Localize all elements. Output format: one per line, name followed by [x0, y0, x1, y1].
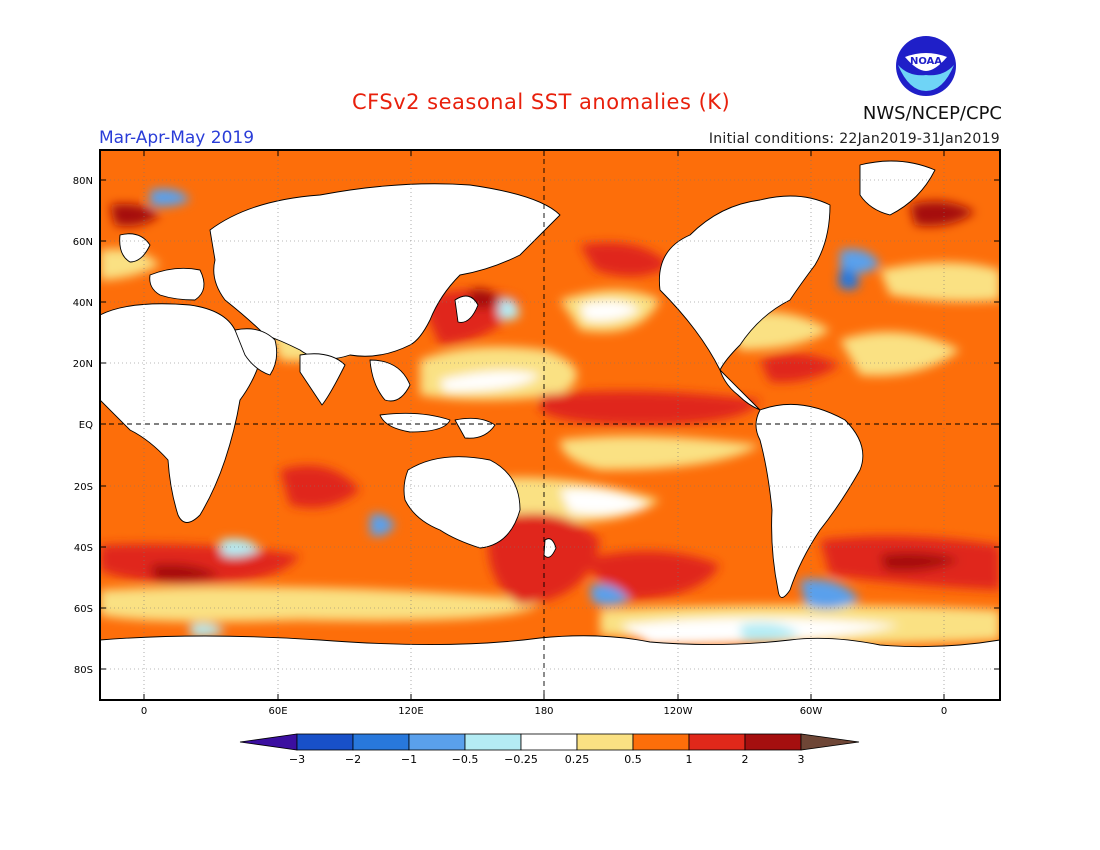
longitude-tick-label: 60E [268, 706, 287, 717]
colorbar-segment [576, 733, 634, 751]
colorbar-segment [800, 733, 860, 751]
colorbar-label: 1 [686, 753, 693, 766]
colorbar-label: 0.25 [565, 753, 590, 766]
colorbar-segment [239, 733, 298, 751]
noaa-logo-text: NOAA [910, 56, 942, 67]
latitude-tick-label: EQ [79, 420, 93, 431]
longitude-tick-label: 0 [941, 706, 947, 717]
longitude-tick-label: 120W [664, 706, 693, 717]
colorbar-label: 0.5 [624, 753, 642, 766]
agency-label: NWS/NCEP/CPC [862, 103, 1002, 124]
latitude-axis: 80N 60N 40N 20N EQ 20S 40S 60S 80S [73, 176, 1000, 676]
chart-title: CFSv2 seasonal SST anomalies (K) [352, 90, 731, 114]
colorbar-segment [688, 733, 746, 751]
colorbar-segment [520, 733, 578, 751]
colorbar-label: −1 [401, 753, 417, 766]
colorbar-segment [744, 733, 802, 751]
latitude-tick-label: 80S [74, 665, 93, 676]
colorbar-segment [408, 733, 466, 751]
colorbar-segment [296, 733, 354, 751]
longitude-tick-label: 60W [800, 706, 823, 717]
colorbar-segment [352, 733, 410, 751]
colorbar-label: −0.5 [452, 753, 479, 766]
colorbar-segment [464, 733, 522, 751]
initial-conditions-label: Initial conditions: 22Jan2019-31Jan2019 [708, 131, 1000, 147]
longitude-axis: 0 60E 120E 180 120W 60W 0 [141, 150, 947, 717]
colorbar-label: −3 [289, 753, 305, 766]
colorbar-label: 3 [798, 753, 805, 766]
latitude-tick-label: 60S [74, 604, 93, 615]
latitude-tick-label: 60N [73, 237, 93, 248]
land-masses [100, 160, 1000, 700]
noaa-logo: NOAA [896, 36, 956, 96]
anomaly-field [100, 150, 1000, 700]
colorbar-segment [632, 733, 690, 751]
season-label: Mar-Apr-May 2019 [99, 128, 255, 148]
latitude-tick-label: 40S [74, 543, 93, 554]
longitude-tick-label: 180 [534, 706, 553, 717]
map-frame [99, 149, 1001, 701]
latitude-tick-label: 20N [73, 359, 93, 370]
longitude-tick-label: 0 [141, 706, 147, 717]
latitude-tick-label: 40N [73, 298, 93, 309]
colorbar-label: −2 [345, 753, 361, 766]
colorbar-label: −0.25 [504, 753, 538, 766]
latitude-tick-label: 20S [74, 482, 93, 493]
latitude-tick-label: 80N [73, 176, 93, 187]
colorbar-label: 2 [742, 753, 749, 766]
longitude-tick-label: 120E [398, 706, 423, 717]
colorbar-legend: −3 −2 −1 −0.5 −0.25 0.25 0.5 1 2 3 [239, 733, 860, 766]
